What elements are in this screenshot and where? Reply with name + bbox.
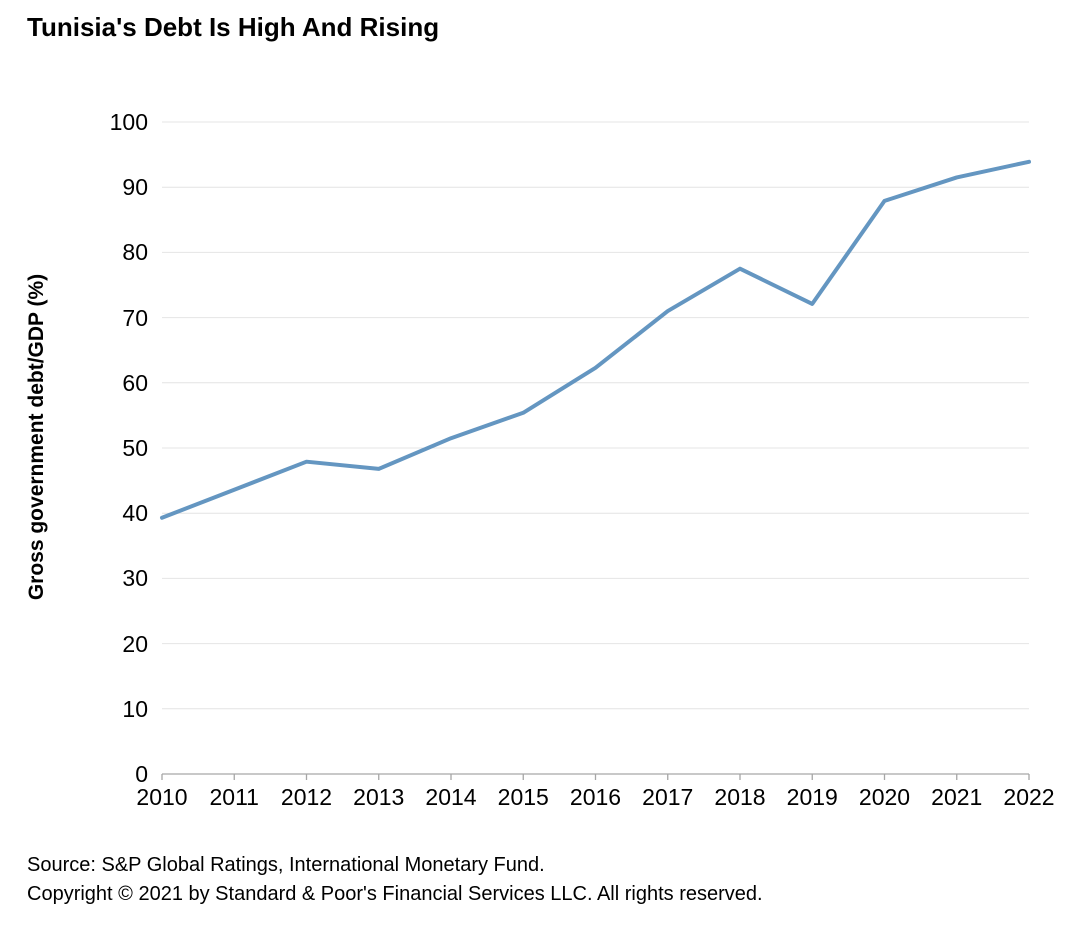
x-tick-label: 2017 (642, 784, 694, 810)
x-tick-label: 2014 (425, 784, 477, 810)
x-tick-label: 2022 (1003, 784, 1055, 810)
y-tick-label: 50 (122, 435, 148, 461)
debt-line-series (160, 159, 1031, 520)
x-tick-label: 2011 (209, 784, 259, 810)
y-tick-label: 20 (122, 630, 148, 657)
y-tick-label: 70 (122, 304, 148, 331)
y-tick-label: 0 (135, 761, 148, 787)
x-tick-label: 2021 (931, 784, 983, 810)
copyright-note: Copyright © 2021 by Standard & Poor's Fi… (27, 883, 763, 905)
y-tick-label: 90 (122, 174, 148, 201)
x-tick-label: 2019 (786, 784, 838, 810)
y-tick-label: 60 (122, 369, 148, 396)
source-note: Source: S&P Global Ratings, Internationa… (27, 854, 545, 876)
y-tick-label: 30 (122, 565, 148, 592)
y-tick-label: 80 (122, 239, 148, 266)
x-tick-label: 2016 (569, 784, 622, 810)
y-tick-label: 10 (122, 695, 148, 722)
x-tick-label: 2013 (353, 784, 405, 810)
x-tick-label: 2018 (714, 784, 766, 810)
chart-footnotes: Source: S&P Global Ratings, Internationa… (27, 851, 763, 909)
x-tick-label: 2020 (858, 784, 911, 810)
x-tick-label: 2010 (136, 784, 188, 810)
y-tick-label: 100 (109, 109, 148, 135)
x-tick-label: 2012 (280, 784, 333, 810)
y-tick-label: 40 (122, 500, 148, 527)
x-tick-label: 2015 (497, 784, 549, 810)
chart-title: Tunisia's Debt Is High And Rising (27, 12, 440, 42)
